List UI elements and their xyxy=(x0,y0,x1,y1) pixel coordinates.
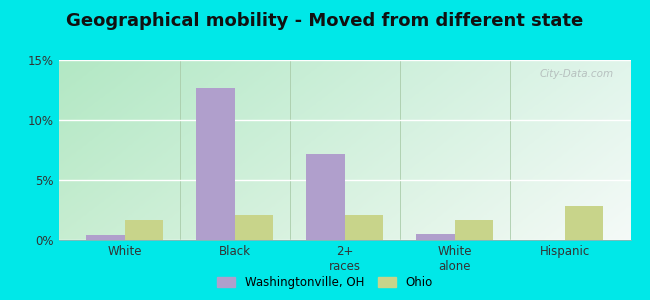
Bar xyxy=(196,88,235,240)
Bar xyxy=(416,234,454,240)
Bar xyxy=(564,206,603,240)
Bar xyxy=(235,215,273,240)
Bar xyxy=(125,220,163,240)
Bar xyxy=(344,215,383,240)
Text: Geographical mobility - Moved from different state: Geographical mobility - Moved from diffe… xyxy=(66,12,584,30)
Bar xyxy=(306,154,344,240)
Bar xyxy=(86,235,125,240)
Text: City-Data.com: City-Data.com xyxy=(540,69,614,79)
Bar xyxy=(454,220,493,240)
Legend: Washingtonville, OH, Ohio: Washingtonville, OH, Ohio xyxy=(213,272,437,294)
